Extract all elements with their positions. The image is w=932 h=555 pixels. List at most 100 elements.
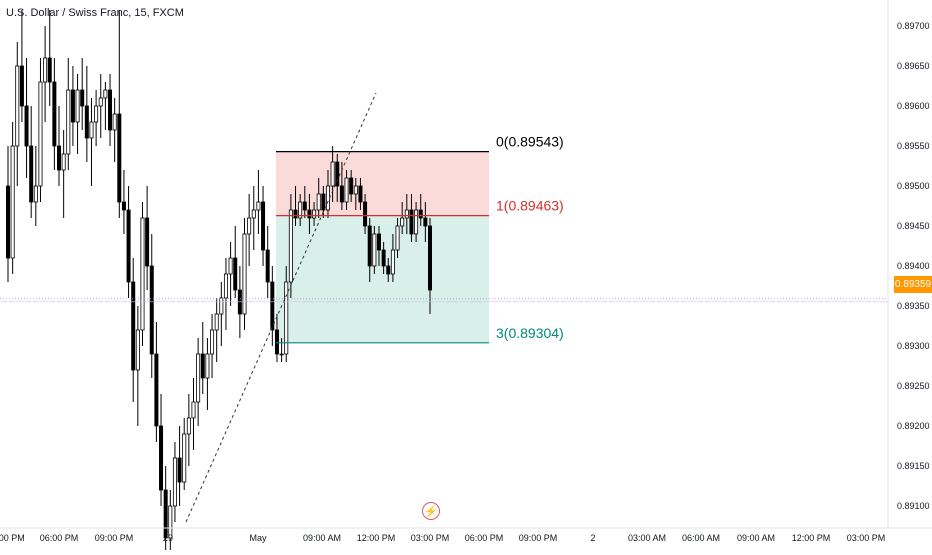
fib-label: 0(0.89543) xyxy=(496,134,564,150)
fib-zones xyxy=(276,151,489,343)
candle xyxy=(10,122,15,274)
candle xyxy=(270,266,275,346)
candle-body xyxy=(284,281,289,355)
candle xyxy=(84,66,89,162)
x-tick-label: 09:00 AM xyxy=(737,533,775,543)
candle xyxy=(126,186,131,298)
candle xyxy=(200,322,205,394)
candle-body xyxy=(409,209,414,235)
candle-body xyxy=(335,161,340,187)
candle-body xyxy=(61,153,66,171)
candle-body xyxy=(200,353,205,379)
candle xyxy=(312,202,317,226)
candle xyxy=(66,58,71,170)
candle xyxy=(274,314,279,362)
candle xyxy=(140,202,145,346)
candle xyxy=(344,170,349,210)
candle-body xyxy=(321,193,326,211)
overlays: 0(0.89543) 1(0.89463) 3(0.89304) xyxy=(0,92,888,523)
candle-body xyxy=(274,329,279,355)
y-tick-label: 0.89550 xyxy=(897,141,930,151)
candle-body xyxy=(172,457,177,507)
candle xyxy=(288,194,293,298)
candle-body xyxy=(47,57,52,83)
x-tick-label: May xyxy=(249,533,267,543)
candle-body xyxy=(270,281,275,331)
candle xyxy=(261,186,266,266)
candle-body xyxy=(140,217,145,331)
candle xyxy=(279,338,284,362)
candle-body xyxy=(33,185,38,203)
y-tick-label: 0.89400 xyxy=(897,261,930,271)
candle xyxy=(414,202,419,242)
candle xyxy=(61,130,66,218)
candle-body xyxy=(38,81,43,187)
x-tick-label: 03:00 PM xyxy=(847,533,886,543)
candle-body xyxy=(242,233,247,315)
candle-body xyxy=(145,217,150,267)
candle xyxy=(353,178,358,210)
candle xyxy=(293,186,298,226)
candle-body xyxy=(307,209,312,219)
candle-body xyxy=(247,217,252,235)
candle-body xyxy=(15,65,20,147)
candle xyxy=(52,58,57,170)
candle-body xyxy=(404,209,409,219)
candle xyxy=(381,242,386,274)
x-tick-label: 06:00 PM xyxy=(40,533,79,543)
candle-body xyxy=(223,273,228,299)
candle-body xyxy=(233,257,238,291)
fib-label: 1(0.89463) xyxy=(496,198,564,214)
candle xyxy=(298,194,303,226)
candle xyxy=(358,178,363,210)
x-tick-label: 2 xyxy=(590,533,595,543)
y-tick-label: 0.89350 xyxy=(897,301,930,311)
candle-body xyxy=(70,89,75,123)
candle xyxy=(38,58,43,202)
x-tick-label: 12:00 PM xyxy=(792,533,831,543)
x-tick-label: 09:00 PM xyxy=(95,533,134,543)
candle xyxy=(367,218,372,282)
candle-body xyxy=(344,177,349,203)
candle xyxy=(154,322,159,442)
candle-body xyxy=(89,121,94,139)
candle xyxy=(251,186,256,250)
candle xyxy=(172,442,177,522)
candle-body xyxy=(418,209,423,219)
candle-body xyxy=(316,193,321,211)
candle-body xyxy=(6,185,11,259)
y-tick-label: 0.89200 xyxy=(897,421,930,431)
y-tick-label: 0.89300 xyxy=(897,341,930,351)
candle xyxy=(233,226,238,298)
candle xyxy=(205,338,210,410)
candle xyxy=(223,258,228,330)
candle-body xyxy=(288,209,293,283)
y-tick-label: 0.89450 xyxy=(897,221,930,231)
candle-body xyxy=(131,281,136,371)
candle-body xyxy=(19,65,24,107)
candle xyxy=(29,106,34,218)
candle-body xyxy=(390,249,395,275)
candle-body xyxy=(52,81,57,147)
candle-body xyxy=(103,89,108,99)
x-tick-label: 29 xyxy=(163,533,173,543)
candle xyxy=(376,226,381,266)
candle-body xyxy=(108,89,113,131)
candle-body xyxy=(349,177,354,195)
candle-body xyxy=(279,353,284,356)
candle-body xyxy=(205,353,210,379)
chart-title: U.S. Dollar / Swiss Franc, 15, FXCM xyxy=(6,7,184,19)
candle xyxy=(89,98,94,186)
lightning-icon[interactable]: ⚡ xyxy=(422,502,440,520)
trend-line xyxy=(185,92,377,523)
candle xyxy=(15,42,20,186)
candle xyxy=(404,194,409,234)
y-tick-label: 0.89100 xyxy=(897,501,930,511)
y-tick-label: 0.89250 xyxy=(897,381,930,391)
candle-body xyxy=(256,201,261,211)
candle-body xyxy=(121,201,126,211)
y-tick-label: 0.89650 xyxy=(897,61,930,71)
candle xyxy=(149,234,154,378)
